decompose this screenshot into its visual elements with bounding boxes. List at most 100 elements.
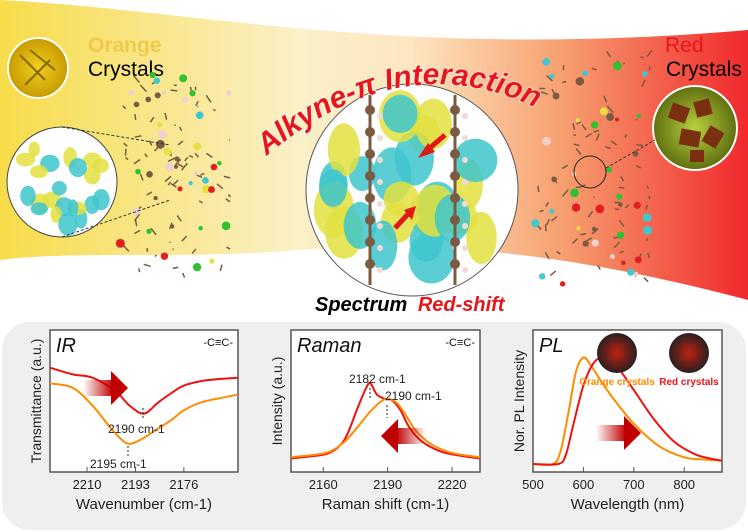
bond	[172, 266, 179, 270]
bond	[620, 175, 625, 182]
right-zoom-ring	[573, 155, 607, 189]
chart-title: Raman	[297, 335, 361, 357]
bond	[575, 148, 582, 155]
bond	[595, 133, 600, 141]
hydrogen-atom	[377, 201, 383, 207]
atom	[154, 92, 161, 99]
y-axis-label: Transmittance (a.u.)	[28, 339, 44, 464]
bond	[191, 248, 197, 255]
bond	[146, 191, 153, 196]
atom	[613, 61, 622, 71]
atom	[198, 225, 203, 231]
crystal-blocks-icon	[667, 98, 725, 162]
atom	[225, 89, 232, 96]
atom	[549, 208, 555, 214]
bond	[556, 250, 561, 255]
bond	[586, 237, 593, 242]
atom	[599, 107, 608, 116]
atom	[582, 70, 589, 77]
bond	[227, 194, 232, 198]
bond	[618, 219, 625, 228]
atom	[133, 101, 140, 108]
bond	[198, 200, 203, 204]
raman-plot-frame	[290, 329, 481, 473]
x-axis-label: Raman shift (cm-1)	[322, 496, 450, 513]
orbital-lobe	[58, 212, 78, 236]
zoom-guide-line	[605, 139, 656, 169]
atom	[643, 225, 653, 235]
atom	[174, 164, 179, 169]
bond	[148, 140, 153, 146]
atom	[591, 226, 597, 232]
atom	[128, 89, 135, 96]
orbital-lobe	[92, 188, 110, 211]
spectrum-label: Spectrum	[315, 294, 407, 316]
orbital-lobe	[84, 165, 101, 185]
red-arrow-icon	[393, 133, 447, 230]
bond	[144, 153, 148, 158]
atom	[174, 156, 180, 162]
orange-crystal-photo	[7, 37, 69, 99]
bond-annotation: -C≡C-	[203, 337, 233, 349]
atom	[542, 58, 551, 66]
ir-peak-label-orange: 2195 cm-1	[90, 457, 147, 471]
atom	[634, 256, 642, 264]
orbital-lobe	[68, 157, 87, 178]
bond	[587, 210, 594, 218]
carbon-atom	[365, 127, 375, 137]
atom	[575, 118, 580, 123]
bond	[133, 158, 141, 165]
orbital-lobe	[67, 199, 79, 217]
legend-orange-crystals: Orange crystals	[579, 377, 655, 388]
hydrogen-atom	[462, 113, 468, 119]
atom	[193, 142, 202, 151]
bond	[635, 118, 638, 121]
atom	[153, 195, 158, 201]
carbon-atom	[450, 193, 460, 203]
red-series-line	[49, 366, 239, 415]
bond	[139, 84, 147, 93]
atom	[160, 252, 169, 260]
red-shift-arrow-icon	[596, 416, 641, 450]
orange-crystal-pl-photo	[597, 333, 637, 373]
atom	[632, 151, 639, 157]
bond	[645, 237, 649, 242]
raman-peak-label-red: 2182 cm-1	[349, 372, 406, 386]
x-tick-label: 2193	[121, 477, 150, 492]
bond	[132, 75, 140, 83]
carbon-atom	[365, 171, 375, 181]
bond	[181, 235, 188, 242]
atom	[614, 117, 620, 122]
orange-series-line	[49, 382, 239, 445]
x-tick-label: 700	[623, 477, 645, 492]
orbital-lobe	[20, 185, 36, 206]
bond-annotation: -C≡C-	[445, 337, 475, 349]
atom	[618, 202, 623, 207]
orange-series-line	[290, 397, 481, 459]
arrow-head	[624, 416, 641, 450]
atom	[609, 254, 615, 260]
bond	[641, 79, 646, 88]
hydrogen-atom	[377, 135, 383, 141]
atom	[606, 113, 615, 121]
carbon-atom	[365, 105, 375, 115]
x-axis-label: Wavenumber (cm-1)	[76, 496, 212, 513]
atom	[132, 207, 141, 216]
bond	[174, 158, 182, 166]
orbital-lobe	[51, 181, 67, 196]
hydrogen-atom	[462, 179, 468, 185]
orbital-lobe	[382, 94, 418, 133]
bond	[647, 252, 651, 259]
right-molecular-structure	[531, 49, 653, 287]
bond	[580, 232, 587, 236]
atom	[179, 74, 188, 83]
chart-title: IR	[56, 335, 76, 357]
chart-title: PL	[539, 335, 563, 357]
bond	[134, 219, 138, 227]
bond	[150, 227, 157, 236]
hydrogen-atom	[462, 135, 468, 141]
bond	[138, 268, 141, 273]
bond	[572, 123, 576, 131]
bond	[643, 277, 649, 283]
atom	[616, 193, 623, 200]
